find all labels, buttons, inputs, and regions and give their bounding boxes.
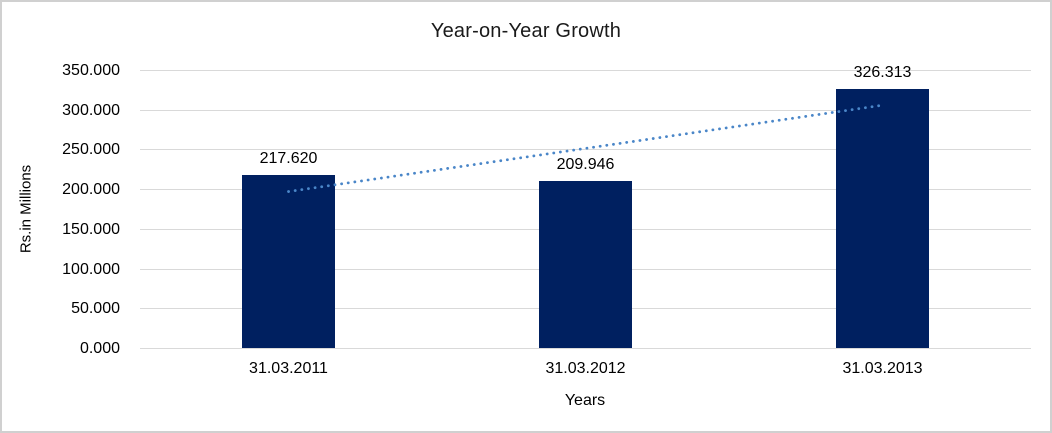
chart-title: Year-on-Year Growth xyxy=(430,20,622,42)
data-label: 209.946 xyxy=(556,156,615,174)
bar-31.03.2012 xyxy=(539,181,632,348)
gridline xyxy=(140,348,1031,349)
y-tick-label: 50.000 xyxy=(71,300,120,318)
data-label: 326.313 xyxy=(853,63,912,81)
y-tick-label: 0.000 xyxy=(79,340,120,357)
y-tick-label: 100.000 xyxy=(62,260,120,278)
y-tick-label: 150.000 xyxy=(62,220,120,238)
y-tick-label: 300.000 xyxy=(62,101,120,119)
x-tick-label: 31.03.2012 xyxy=(545,360,626,377)
bar-31.03.2011 xyxy=(242,175,335,348)
bar-31.03.2013 xyxy=(836,88,929,348)
trendline xyxy=(287,103,884,193)
plot-area: 217.620 209.946 326.313 xyxy=(140,64,1031,349)
x-axis-title: Years xyxy=(564,392,606,409)
y-tick-label: 200.000 xyxy=(62,181,120,199)
gridline xyxy=(140,110,1031,111)
x-tick-label: 31.03.2013 xyxy=(842,360,923,377)
data-label: 217.620 xyxy=(259,150,318,168)
y-tick-label: 350.000 xyxy=(62,62,120,79)
gridline xyxy=(140,149,1031,150)
y-axis-title: Rs.in Millions xyxy=(17,164,35,254)
x-tick-label: 31.03.2011 xyxy=(249,360,328,377)
gridline xyxy=(140,70,1031,71)
y-tick-label: 250.000 xyxy=(62,141,120,159)
